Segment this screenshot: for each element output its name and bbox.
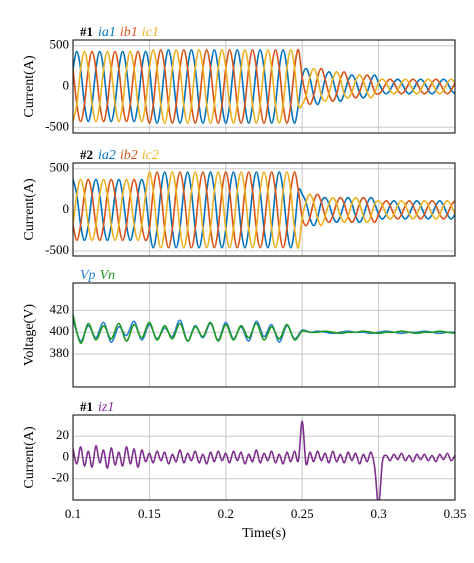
x-tick-label: 0.3 [370,506,386,521]
y-tick-label: -20 [52,470,69,485]
plot-area [73,48,455,125]
y-tick-label: -500 [45,118,69,133]
x-tick-label: 0.15 [138,506,161,521]
panel-label: #1 [80,399,93,414]
axes-frame [72,162,456,257]
y-axis-label: Current(A) [22,55,37,118]
y-tick-label: -500 [45,242,69,257]
panel-label: #1 [80,24,93,39]
y-axis-label: Current(A) [22,178,37,241]
legend-entry: iz1 [98,400,114,415]
x-axis-label: Time(s) [242,526,286,541]
legend-entry: ia1 [98,25,116,40]
y-tick-label: 20 [56,427,69,442]
y-tick-label: 420 [50,301,70,316]
data-line [73,171,455,249]
legend-entry: ic1 [142,25,159,40]
axes-frame [72,39,456,134]
plot-area [73,420,455,500]
y-tick-label: 0 [63,77,70,92]
y-tick-label: 0 [63,448,70,463]
axes-frame [72,414,456,501]
plot-area [73,314,455,345]
legend-entry: ib2 [120,148,138,163]
x-tick-label: 0.2 [218,506,234,521]
y-axis-label: Voltage(V) [22,304,37,366]
x-tick-label: 0.25 [291,506,314,521]
x-tick-label: 0.1 [65,506,81,521]
data-line [73,171,455,249]
data-line [73,420,455,500]
data-line [73,314,455,345]
data-line [73,48,455,125]
y-tick-label: 500 [50,37,70,52]
plot-area [73,171,455,249]
axes-frame [72,282,456,388]
y-tick-label: 380 [50,345,70,360]
legend-entry: ia2 [98,148,116,163]
y-axis-label: Current(A) [22,426,37,489]
legend-entry: Vp [80,268,96,283]
y-tick-label: 400 [50,323,70,338]
y-tick-label: 0 [63,201,70,216]
panel-label: #2 [80,147,93,162]
legend-entry: ib1 [120,25,138,40]
y-tick-label: 500 [50,160,70,175]
data-line [73,48,455,125]
legend-entry: ic2 [142,148,159,163]
legend-entry: Vn [100,268,116,283]
x-tick-label: 0.35 [444,506,467,521]
